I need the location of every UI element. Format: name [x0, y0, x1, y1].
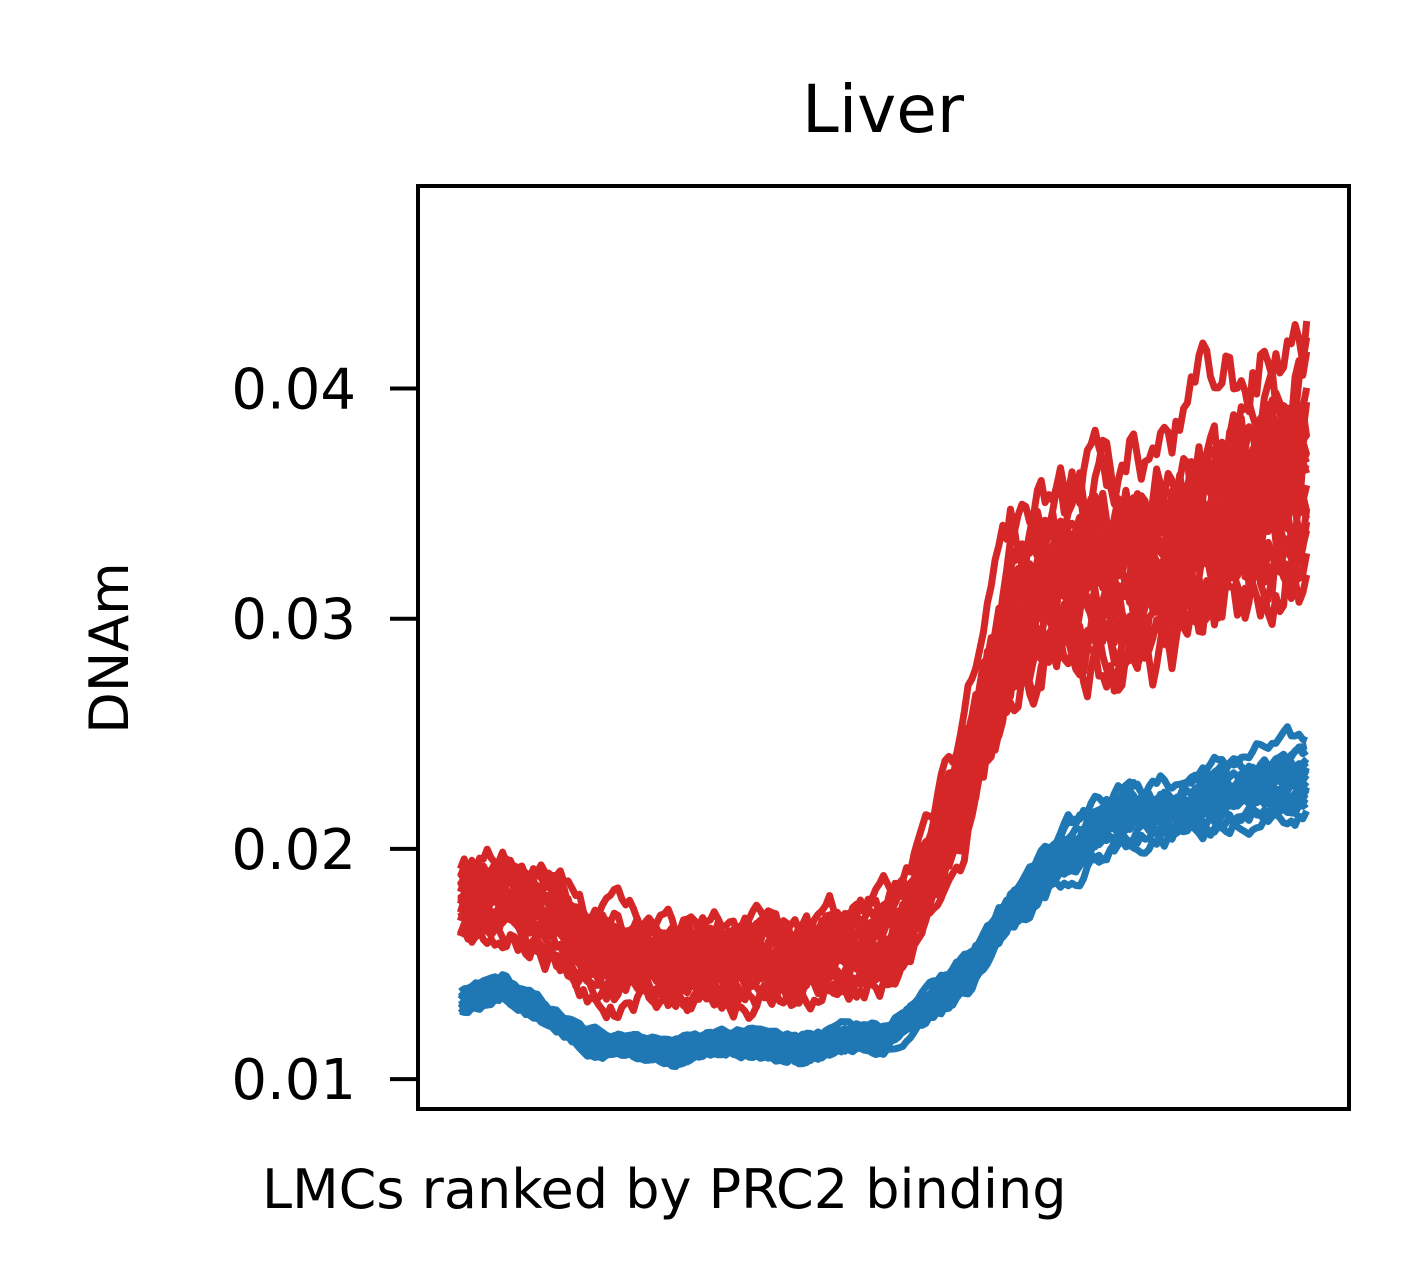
plot-frame [416, 184, 1351, 1111]
series-line-group_high [458, 503, 1311, 994]
chart-title: Liver [802, 71, 965, 148]
y-tick-label: 0.02 [231, 818, 356, 883]
series-line-group_high [457, 351, 1311, 948]
y-axis-label: DNAm [78, 562, 141, 734]
series-line-group_high [457, 366, 1311, 964]
y-tick-label: 0.03 [231, 588, 356, 653]
y-tick-label: 0.04 [231, 358, 356, 423]
plot-lines [456, 320, 1311, 1070]
series-line-group_low [459, 765, 1310, 1068]
series-line-group_high [457, 398, 1311, 990]
y-tick-label: 0.01 [231, 1048, 356, 1113]
series-line-group_high [457, 396, 1311, 963]
series-line-group_low [458, 742, 1308, 1045]
y-axis-ticks: 0.01 0.02 0.03 0.04 [231, 358, 418, 1113]
series-line-group_high [457, 320, 1311, 949]
x-axis-label: LMCs ranked by PRC2 binding [262, 1158, 1067, 1221]
